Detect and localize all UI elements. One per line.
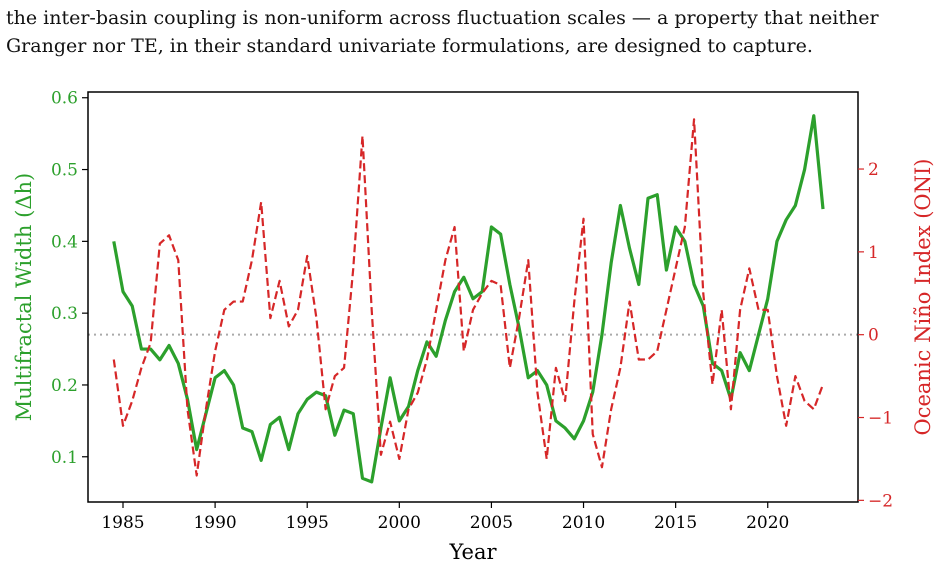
x-tick-label: 1985 [101,513,144,533]
y-tick-label: 0.5 [51,161,78,181]
x-tick-label: 1990 [193,513,236,533]
y-tick-label: 0.3 [51,304,78,324]
y2-axis-label: Oceanic Niño Index (ONI) [911,158,935,435]
y2-tick-label: 0 [868,326,879,346]
x-tick-label: 2005 [470,513,513,533]
y-tick-label: 0.6 [51,89,78,109]
paragraph: the inter-basin coupling is non-uniform … [6,4,879,60]
y-tick-label: 0.1 [51,448,78,468]
y2-tick-label: 2 [868,160,879,180]
oni-line [112,118,825,477]
y2-tick-label: −1 [868,409,893,429]
y-axis-label: Multifractal Width (Δh) [12,173,36,421]
x-tick-label: 2020 [746,513,789,533]
plot-frame [87,91,859,503]
x-tick-label: 2015 [654,513,697,533]
x-tick-label: 1995 [286,513,329,533]
x-axis-label: Year [448,540,497,564]
dh-line [112,114,825,484]
text-line: Granger nor TE, in their standard univar… [6,35,813,57]
y-tick-label: 0.4 [51,232,78,252]
x-tick-label: 2000 [378,513,421,533]
text-line: the inter-basin coupling is non-uniform … [6,7,879,29]
x-tick-label: 2010 [562,513,605,533]
y2-tick-label: 1 [868,243,879,263]
y2-tick-label: −2 [868,491,893,511]
y-tick-label: 0.2 [51,376,78,396]
